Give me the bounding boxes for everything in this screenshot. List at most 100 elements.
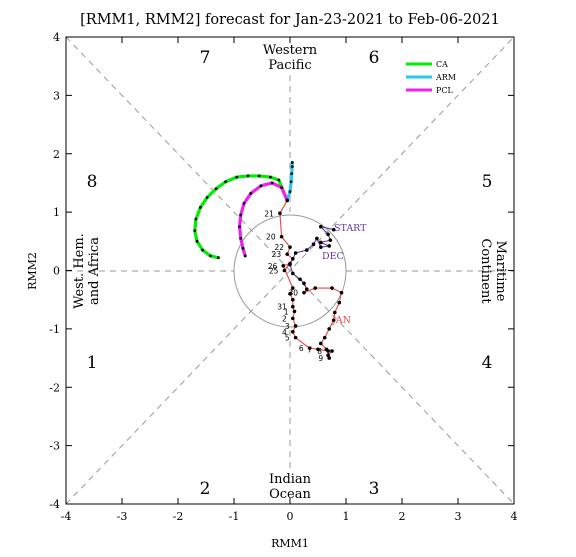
region-indian-ocean-line1: Indian	[269, 472, 312, 487]
series-layer: 3098765432131262523222021	[193, 160, 344, 363]
observed-point	[311, 242, 316, 247]
observed-point	[292, 309, 297, 314]
observed-point	[307, 346, 312, 350]
observed-point	[331, 318, 336, 322]
observed-point-label: 22	[274, 243, 284, 252]
observed-point	[291, 257, 295, 261]
observed-point	[319, 224, 323, 229]
phase-label-8: 8	[87, 172, 98, 192]
observed-point	[327, 327, 332, 331]
series-point-arm	[290, 161, 294, 164]
observed-point	[279, 234, 284, 239]
series-point-pcl	[239, 213, 243, 217]
series-point-pcl	[239, 236, 243, 240]
observed-point	[291, 329, 295, 334]
observed-point-label: 2	[282, 314, 287, 323]
legend-label-pcl: PCL	[436, 86, 454, 95]
observed-point-label: 6	[299, 344, 304, 353]
observed-point-label: 1	[284, 307, 289, 316]
series-point-ca	[205, 196, 209, 199]
observed-point	[339, 290, 344, 295]
observed-segment	[303, 287, 316, 294]
observed-point	[288, 292, 292, 296]
x-tick-label: 4	[511, 510, 518, 523]
month-label-jan: JAN	[331, 315, 351, 326]
observed-point	[326, 232, 330, 237]
x-tick-label: -1	[229, 510, 240, 523]
observed-point	[285, 252, 290, 256]
y-tick-label: -3	[49, 440, 60, 453]
phase-label-7: 7	[200, 48, 211, 68]
series-line-ca	[193, 174, 289, 260]
region-maritime-line1: Maritime	[493, 241, 508, 302]
observed-point	[302, 290, 306, 295]
month-label-start: START	[334, 223, 367, 234]
observed-point	[326, 349, 330, 353]
phase-label-5: 5	[482, 172, 493, 192]
x-tick-label: -2	[173, 510, 184, 523]
observed-point	[319, 341, 323, 346]
series-point-pcl	[238, 225, 242, 229]
observed-point	[326, 353, 330, 357]
observed-point	[331, 227, 336, 232]
observed-point-label: 30	[288, 289, 298, 298]
x-tick-label: -3	[117, 510, 128, 523]
x-tick-label: 1	[343, 510, 350, 523]
series-point-pcl	[243, 254, 247, 258]
observed-point-label: 5	[285, 334, 290, 343]
observed-point-label: 3	[285, 322, 290, 331]
observed-point-label: 31	[277, 303, 287, 312]
observed-segment	[334, 302, 340, 313]
series-point-ca	[193, 229, 197, 233]
x-axis-label: RMM1	[271, 537, 309, 550]
legend-label-arm: ARM	[435, 73, 456, 82]
series-point-pcl	[259, 184, 263, 188]
observed-point	[293, 335, 298, 340]
y-tick-label: 3	[53, 89, 60, 102]
observed-point	[305, 287, 309, 291]
series-point-ca	[201, 248, 205, 252]
series-point-ca	[199, 206, 202, 209]
series-point-arm	[290, 165, 294, 168]
phase-numbers: 7 6 8 5 1 4 2 3	[87, 48, 493, 499]
series-point-ca	[209, 254, 212, 258]
observed-point	[319, 245, 323, 249]
region-western-pacific-line2: Pacific	[268, 58, 311, 73]
observed-point	[327, 356, 332, 360]
series-point-arm	[289, 180, 293, 184]
observed-segment	[279, 213, 283, 237]
observed-point	[330, 349, 334, 353]
series-point-ca	[194, 217, 198, 221]
region-west-hem-line1: West. Hem.	[72, 233, 87, 309]
y-tick-label: -1	[49, 323, 60, 336]
series-point-ca	[257, 174, 261, 178]
observed-point	[305, 248, 309, 252]
series-point-ca	[246, 174, 250, 178]
observed-segment	[295, 249, 307, 254]
observed-point	[293, 324, 298, 328]
x-tick-label: -4	[61, 510, 72, 523]
observed-point	[298, 277, 302, 282]
observed-point	[328, 238, 333, 242]
observed-point	[278, 211, 282, 216]
unit-circle	[233, 214, 347, 328]
observed-point	[285, 198, 290, 203]
observed-point-label: 23	[272, 250, 282, 259]
x-tick-label: 2	[399, 510, 406, 523]
observed-point-label: 21	[264, 209, 274, 218]
observed-point	[337, 300, 342, 305]
series-point-arm	[290, 172, 294, 175]
observed-point	[316, 347, 320, 352]
series-point-ca	[216, 256, 220, 260]
observed-point-label: 4	[282, 328, 287, 337]
phase-label-1: 1	[87, 353, 98, 373]
phase-label-4: 4	[482, 353, 493, 373]
y-tick-label: 1	[53, 206, 60, 219]
series-point-pcl	[241, 246, 245, 250]
observed-point	[291, 304, 295, 309]
chart-title: [RMM1, RMM2] forecast for Jan-23-2021 to…	[80, 12, 500, 28]
observed-point	[302, 281, 306, 286]
observed-point-label: 26	[268, 262, 278, 271]
series-point-pcl	[280, 186, 283, 190]
